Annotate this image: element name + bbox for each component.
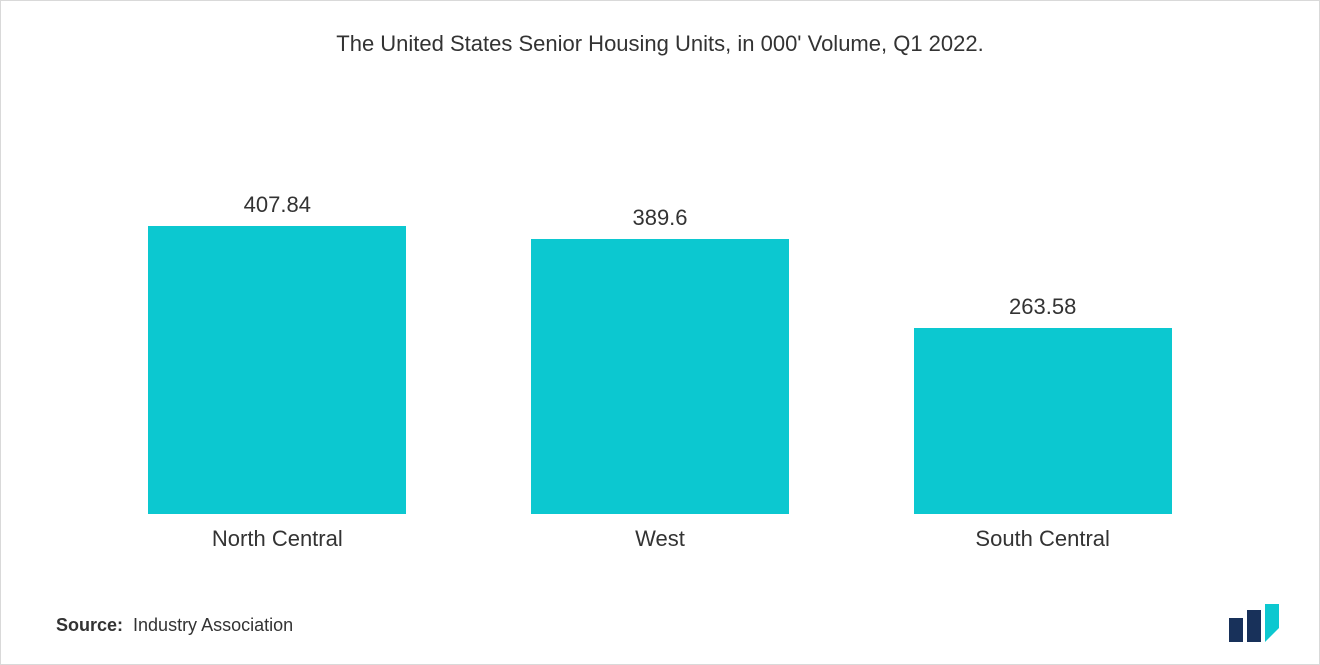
bar-0-category: North Central: [212, 526, 343, 552]
chart-title: The United States Senior Housing Units, …: [1, 31, 1319, 57]
bar-1: 389.6: [531, 239, 789, 514]
bar-1-value: 389.6: [632, 205, 687, 231]
brand-logo: [1229, 604, 1289, 642]
bar-2: 263.58: [914, 328, 1172, 514]
source-label: Source:: [56, 615, 123, 635]
bar-2-value: 263.58: [1009, 294, 1076, 320]
bar-1-category: West: [635, 526, 685, 552]
bar-0-value: 407.84: [244, 192, 311, 218]
source-text: Industry Association: [133, 615, 293, 635]
bar-group-0: 407.84 North Central: [86, 121, 469, 514]
bar-2-category: South Central: [975, 526, 1110, 552]
source-line: Source: Industry Association: [56, 615, 293, 636]
chart-plot-area: 407.84 North Central 389.6 West 263.58 S…: [86, 121, 1234, 514]
bar-group-1: 389.6 West: [469, 121, 852, 514]
bar-0: 407.84: [148, 226, 406, 514]
bar-group-2: 263.58 South Central: [851, 121, 1234, 514]
